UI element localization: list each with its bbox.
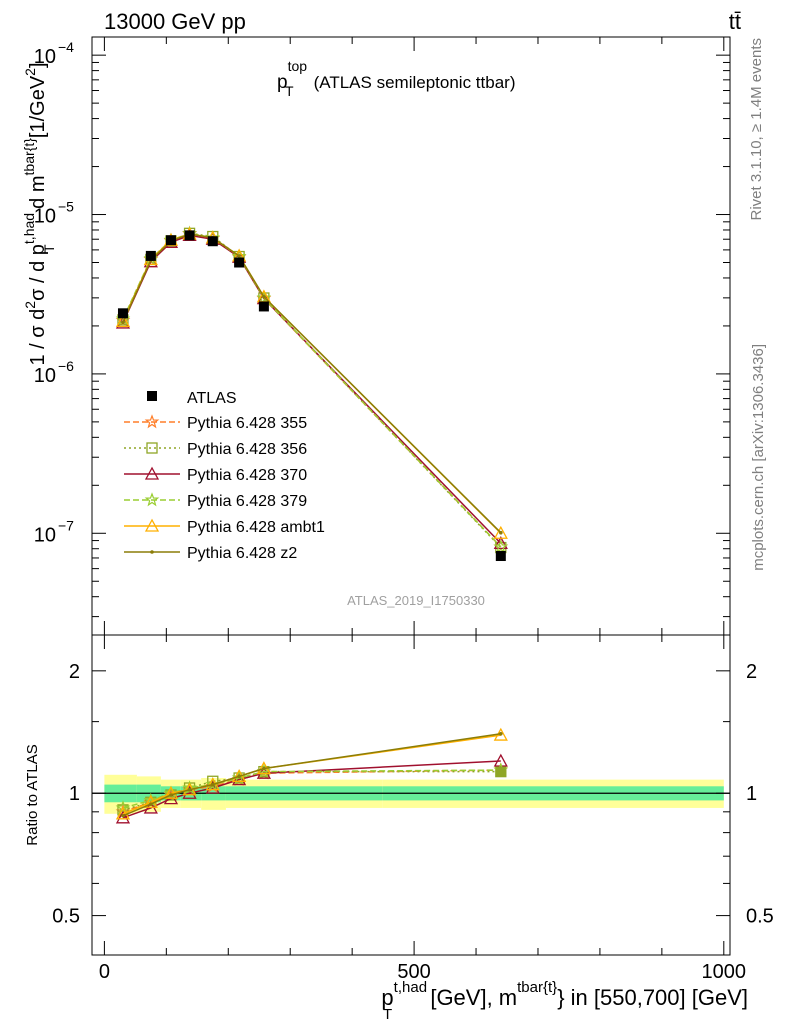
plot-title: ptop T (ATLAS semileptonic ttbar) bbox=[277, 58, 515, 99]
ratio-point-z2 bbox=[187, 787, 192, 792]
legend-marker-355 bbox=[144, 414, 160, 429]
y-tick-label-main: 10 bbox=[34, 46, 56, 68]
ratio-point-370 bbox=[115, 810, 131, 824]
main-data-points bbox=[117, 230, 506, 562]
ratio-point-z2 bbox=[210, 782, 215, 787]
data-point bbox=[495, 551, 506, 562]
y-tick-label-main: 10 bbox=[34, 206, 56, 228]
title-p: p bbox=[277, 72, 288, 93]
ratio-point-z2 bbox=[149, 802, 153, 806]
data-point bbox=[165, 235, 176, 246]
y-tick-label-ratio-right: 0.5 bbox=[746, 906, 774, 928]
series-point-ambt1 bbox=[493, 525, 508, 539]
y-tick-label-ratio: 0.5 bbox=[52, 906, 80, 928]
series-point-379 bbox=[256, 290, 272, 305]
data-point bbox=[117, 308, 128, 319]
ratio-series-z2 bbox=[121, 732, 503, 818]
series-356 bbox=[117, 227, 507, 554]
y-tick-label-ratio-right: 1 bbox=[746, 783, 757, 805]
series-point-ambt1 bbox=[115, 314, 131, 328]
ratio-point-z2 bbox=[262, 766, 266, 771]
legend-marker-356 bbox=[146, 442, 158, 454]
x-tick-label: 1000 bbox=[702, 961, 747, 983]
ratio-point-356-filled bbox=[495, 766, 506, 777]
legend-label-z2: Pythia 6.428 z2 bbox=[187, 545, 297, 562]
rivet-label: Rivet 3.1.10, ≥ 1.4M events bbox=[748, 38, 765, 221]
x-axis-label: pt,had T [GeV], mtbar{t}} in [550,700] [G… bbox=[381, 979, 748, 1023]
series-point-379 bbox=[493, 539, 509, 554]
data-point bbox=[234, 257, 245, 268]
title-rest: (ATLAS semileptonic ttbar) bbox=[314, 73, 516, 92]
ratio-point-379 bbox=[115, 800, 131, 815]
ratio-point-z2 bbox=[499, 732, 503, 736]
y-tick-label-main-exp: −6 bbox=[58, 358, 74, 374]
legend-marker-z2 bbox=[150, 550, 154, 554]
y-tick-label-ratio-right: 2 bbox=[746, 661, 757, 683]
series-379 bbox=[115, 225, 509, 554]
main-series-group bbox=[115, 225, 509, 554]
legend-label-379: Pythia 6.428 379 bbox=[187, 493, 307, 510]
title-sub: T bbox=[285, 83, 294, 99]
series-355 bbox=[115, 226, 509, 554]
y-tick-label-main-exp: −4 bbox=[58, 39, 74, 55]
y-tick-label-ratio: 1 bbox=[69, 783, 80, 805]
y-tick-label-ratio: 2 bbox=[69, 661, 80, 683]
x-tick-label: 500 bbox=[397, 961, 430, 983]
ratio-point-z2 bbox=[237, 774, 241, 779]
data-point bbox=[184, 230, 195, 241]
legend-label-ambt1: Pythia 6.428 ambt1 bbox=[187, 519, 325, 536]
series-370 bbox=[115, 228, 508, 550]
ratio-point-370 bbox=[493, 753, 508, 767]
data-point bbox=[258, 301, 269, 312]
ratio-line-379 bbox=[122, 769, 501, 809]
title-sup: top bbox=[288, 58, 308, 74]
ratio-point-ambt1 bbox=[115, 806, 131, 820]
y-tick-label-main-exp: −5 bbox=[58, 199, 74, 215]
y-tick-label-main-exp: −7 bbox=[58, 517, 74, 533]
ratio-series-group bbox=[115, 727, 509, 824]
data-point bbox=[207, 236, 218, 247]
series-point-z2 bbox=[121, 320, 125, 324]
ratio-point-ambt1 bbox=[143, 794, 158, 808]
y-axis-label-ratio: Ratio to ATLAS bbox=[24, 744, 41, 845]
mcplots-label: mcplots.cern.ch [arXiv:1306.3436] bbox=[750, 344, 767, 571]
analysis-watermark: ATLAS_2019_I1750330 bbox=[347, 593, 485, 608]
legend-marker-379 bbox=[144, 492, 160, 507]
ratio-line-z2 bbox=[122, 733, 501, 817]
legend-label-355: Pythia 6.428 355 bbox=[187, 415, 307, 432]
ratio-point-ambt1 bbox=[163, 785, 179, 799]
legend-label-atlas: ATLAS bbox=[187, 390, 237, 407]
series-line-370 bbox=[122, 234, 502, 544]
series-point-z2 bbox=[262, 294, 266, 299]
y-axis-label-main: 1 / σ d2σ / d pt,hadT d mtbar{t}[1/GeV2] bbox=[21, 62, 57, 365]
header-left: 13000 GeV pp bbox=[104, 9, 246, 34]
legend-marker-370 bbox=[144, 466, 160, 480]
ratio-point-z2 bbox=[121, 813, 125, 818]
series-point-370 bbox=[493, 536, 508, 550]
legend: ATLAS Pythia 6.428 355 Pythia 6.428 356 Pyt… bbox=[124, 390, 325, 562]
legend-label-356: Pythia 6.428 356 bbox=[187, 441, 307, 458]
header-right: tt̄ bbox=[729, 9, 741, 34]
y-tick-label-main: 10 bbox=[34, 524, 56, 546]
legend-marker-atlas bbox=[147, 391, 157, 401]
x-tick-label: 0 bbox=[99, 961, 110, 983]
data-point bbox=[145, 250, 156, 261]
legend-label-370: Pythia 6.428 370 bbox=[187, 467, 307, 484]
ratio-point-z2 bbox=[169, 793, 173, 797]
ratio-point-379 bbox=[231, 770, 247, 785]
legend-marker-ambt1 bbox=[144, 518, 160, 532]
ratio-frame bbox=[91, 634, 731, 956]
y-tick-label-main: 10 bbox=[34, 365, 56, 387]
series-point-z2 bbox=[499, 530, 503, 535]
series-point-z2 bbox=[237, 254, 241, 258]
